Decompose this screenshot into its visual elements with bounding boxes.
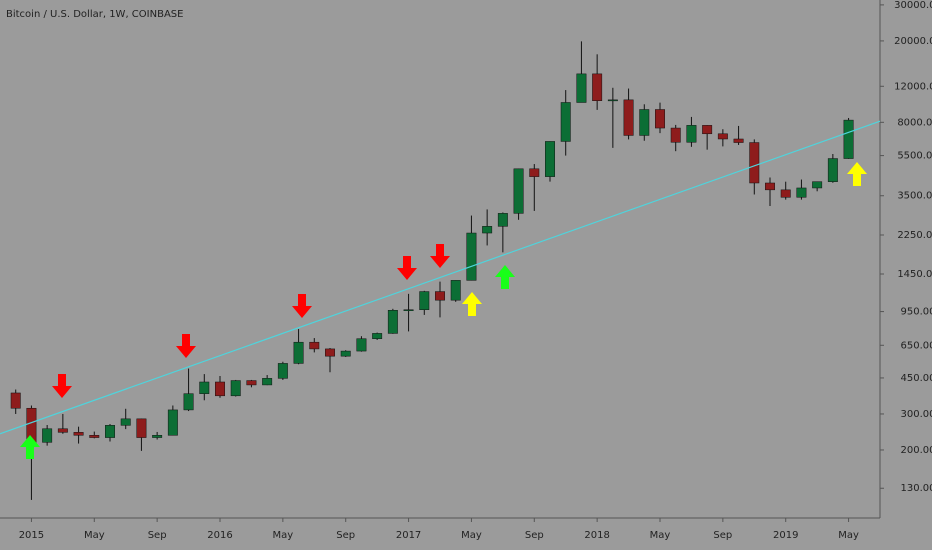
candle-body [262,378,273,386]
down-arrow [292,294,312,318]
candle-body [592,73,603,101]
candle-body [152,435,163,438]
candle-body [293,341,304,364]
candle-body [167,409,178,436]
candle-body [403,309,414,311]
candle-body [607,99,618,102]
candle-body [387,310,398,334]
candle-body [450,280,461,301]
x-tick-label: 2017 [396,530,421,541]
candle-body [89,435,100,438]
candle-body [230,380,241,397]
y-tick-label: 12000.00 [894,81,932,92]
y-tick-label: 200.00 [901,445,932,456]
candle-body [183,393,194,411]
y-tick-label: 450.00 [901,373,932,384]
candle-body [827,158,838,182]
candle-body [812,181,823,189]
y-tick-label: 650.00 [901,340,932,351]
candle-body [780,189,791,198]
x-tick-label: 2019 [773,530,798,541]
x-tick-label: 2016 [207,530,232,541]
up-arrow [20,435,40,459]
candle-body [765,182,775,191]
candle-body [246,380,257,386]
down-arrow [430,244,450,268]
candle-body [497,213,508,227]
x-tick-label: Sep [148,530,167,541]
candle-body [717,133,728,140]
candle-body [199,381,210,394]
candle-body [120,418,131,426]
up-arrow [462,292,482,316]
candle-body [560,102,571,142]
y-tick-label: 1450.00 [897,269,932,280]
candle-body [10,392,21,409]
candle-body [513,168,524,214]
trendline [0,120,881,435]
y-tick-label: 8000.00 [897,117,932,128]
candle-body [545,141,555,177]
down-arrow [397,256,417,280]
candle-body [325,348,335,357]
x-tick-label: May [838,530,859,541]
x-tick-label: Sep [336,530,355,541]
candle-body [655,109,665,129]
candle-body [733,138,744,143]
candle-body [277,363,288,379]
candle-body [435,291,445,301]
y-tick-label: 2250.00 [897,230,932,241]
y-tick-label: 300.00 [901,409,932,420]
y-tick-label: 950.00 [901,307,932,318]
candle-body [215,381,225,397]
candle-body [843,119,854,159]
candle-body [466,232,477,281]
y-tick-label: 130.00 [901,483,932,494]
candle-body [42,428,53,443]
y-tick-label: 3500.00 [897,191,932,202]
candle-body [57,428,68,433]
x-tick-label: May [273,530,294,541]
annotations [20,162,867,459]
x-tick-label: May [461,530,482,541]
chart-title: Bitcoin / U.S. Dollar, 1W, COINBASE [6,9,183,20]
x-tick-label: Sep [713,530,732,541]
y-tick-label: 5500.00 [897,151,932,162]
candle-body [749,142,760,184]
x-tick-label: 2015 [19,530,44,541]
candle-body [419,291,430,310]
candle-body [372,333,383,339]
x-tick-label: May [650,530,671,541]
down-arrow [52,374,72,398]
y-tick-label: 20000.00 [894,36,932,47]
candle-body [136,418,147,438]
candle-body [340,350,351,357]
candle-body [702,125,713,135]
up-arrow [847,162,867,186]
x-tick-label: May [84,530,105,541]
candle-body [356,338,367,352]
x-tick-label: 2018 [584,530,609,541]
candle-body [639,109,650,136]
up-arrow [495,265,515,289]
candle-body [796,187,807,198]
candle-body [73,432,84,436]
down-arrow [176,334,196,358]
candle-body [105,425,115,438]
candle-body [529,168,540,177]
candle-body [623,99,634,136]
candle-body [686,125,697,143]
x-tick-label: Sep [525,530,544,541]
candle-body [670,127,681,143]
y-tick-label: 30000.00 [894,0,932,11]
candle-body [576,73,587,103]
candle-body [482,226,493,234]
candle-body [309,341,320,350]
